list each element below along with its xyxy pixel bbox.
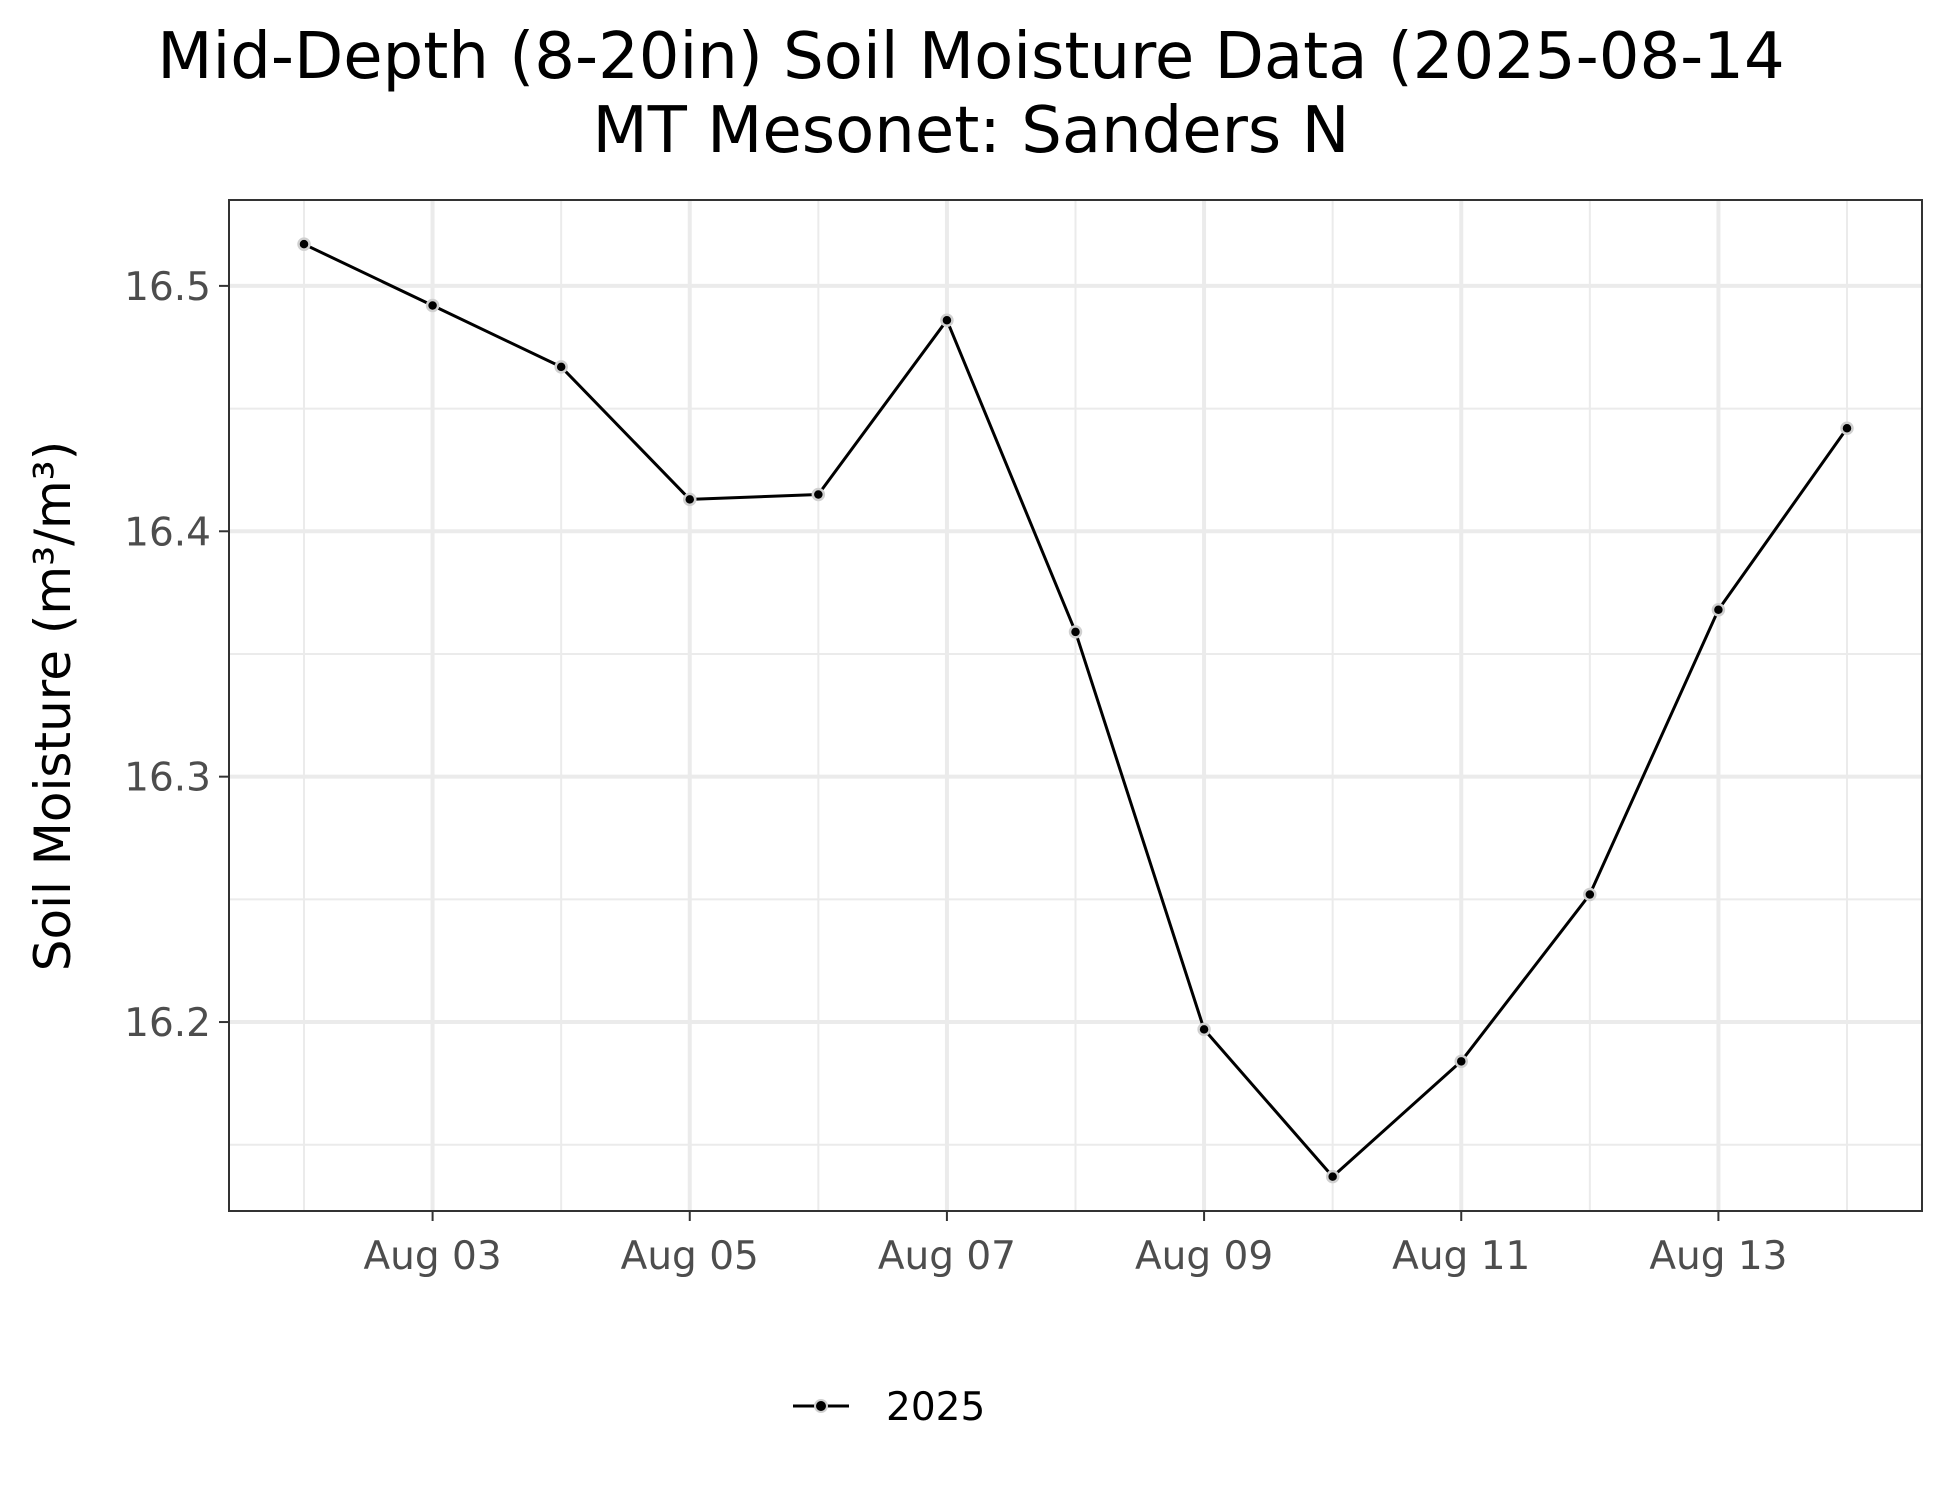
chart-title: Mid-Depth (8-20in) Soil Moisture Data (2… — [157, 20, 1784, 94]
x-tick-label: Aug 07 — [878, 1234, 1016, 1279]
data-point — [1197, 1022, 1211, 1037]
x-tick-label: Aug 11 — [1392, 1234, 1530, 1279]
x-tick-label: Aug 03 — [363, 1234, 501, 1279]
y-tick-label: 16.3 — [124, 756, 211, 801]
y-tick-label: 16.4 — [124, 510, 211, 555]
legend: 2025 — [793, 1385, 985, 1430]
x-tick-label: Aug 05 — [621, 1234, 759, 1279]
y-tick-label: 16.2 — [124, 1001, 211, 1046]
data-point — [554, 360, 568, 374]
data-point — [1711, 603, 1726, 617]
series-layer — [297, 237, 1854, 1184]
y-axis-label: Soil Moisture (m³/m³) — [24, 441, 82, 971]
data-point — [1068, 625, 1083, 639]
y-axis: 16.2 16.3 16.4 16.5 — [124, 265, 229, 1046]
data-point — [940, 313, 954, 327]
data-point — [1840, 421, 1854, 435]
panel-border — [228, 199, 1923, 1212]
major-gridlines — [229, 200, 1922, 1211]
data-point — [297, 237, 311, 251]
legend-label-2025: 2025 — [886, 1385, 985, 1430]
chart-subtitle: MT Mesonet: Sanders N — [593, 94, 1350, 168]
data-point — [1454, 1054, 1468, 1069]
data-point — [1583, 887, 1597, 902]
data-point — [811, 487, 826, 502]
data-point — [1325, 1169, 1340, 1184]
legend-point-2025 — [814, 1399, 828, 1413]
y-tick-label: 16.5 — [124, 265, 211, 310]
x-tick-label: Aug 09 — [1135, 1234, 1273, 1279]
minor-gridlines — [229, 200, 1922, 1211]
data-point — [683, 492, 697, 507]
data-point — [425, 298, 440, 313]
x-axis: Aug 03 Aug 05 Aug 07 Aug 09 Aug 11 Aug 13 — [363, 1211, 1788, 1279]
x-tick-label: Aug 13 — [1649, 1234, 1787, 1279]
